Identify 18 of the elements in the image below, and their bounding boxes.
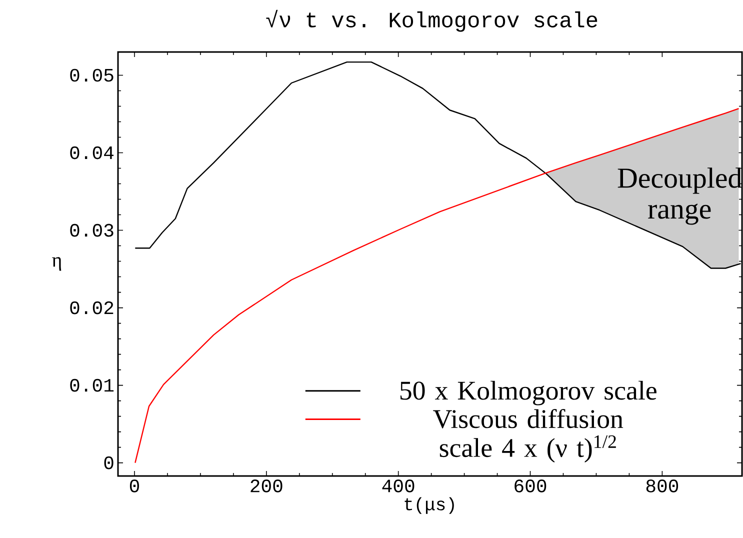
x-tick-label: 600 [514,480,546,492]
chart-title: √ν t vs. Kolmogorov scale [266,10,598,32]
x-tick-label: 800 [646,480,678,492]
y-tick-label: 0.01 [70,378,114,392]
line-series [134,108,740,464]
y-tick-label: 0.03 [70,224,114,237]
text: Viscous diffusion scale 4 x (ν t)$^{1/2}$ [433,408,624,463]
y-tick-label: 0.05 [70,68,114,82]
y-tick-label: 0.04 [70,146,114,160]
x-tick-label: 400 [382,480,414,492]
y-tick-label: 0 [104,456,114,470]
x-axis-title: t(μs) [404,497,454,514]
annotation: Decoupled range [618,168,742,225]
y-axis-title: η [52,257,62,271]
legend-label: 50 x Kolmogorov scale [400,380,656,406]
y-tick-label: 0.02 [70,301,114,314]
x-tick-label: 0 [130,480,139,492]
x-tick-label: 200 [250,480,282,492]
